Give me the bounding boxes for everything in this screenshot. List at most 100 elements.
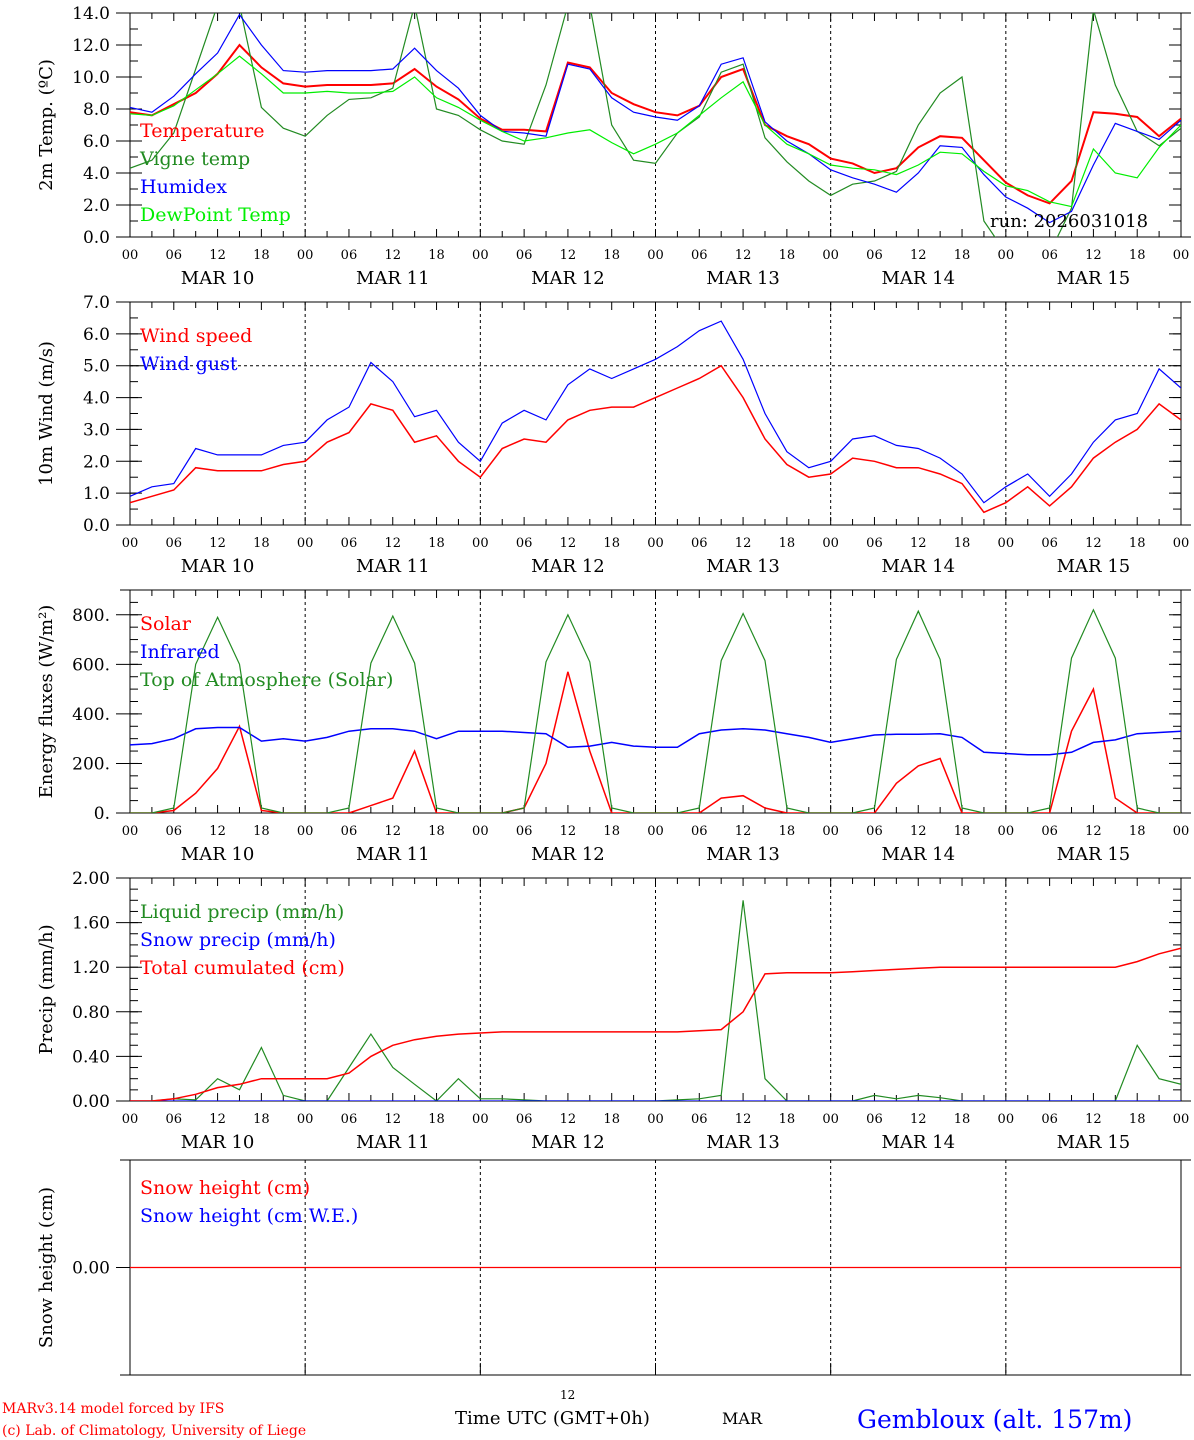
day-label: MAR 15 [1057,556,1131,577]
run-label: run: 2026031018 [990,211,1148,232]
series-group [130,13,1181,237]
y-tick-label: 5.0 [83,357,110,377]
y-tick-label: 0.00 [72,1092,110,1112]
panel-3: 00 06 12 18 00 06 12 18 00 06 12 18 00 06 12 18 00 06 12 18… [36,589,1191,865]
x-tick-label: 06 [341,248,358,263]
y-axis-label: Energy fluxes (W/m²) [36,605,57,799]
x-tick-label: 00 [297,248,314,263]
x-tick-label: 18 [428,824,445,839]
x-tick-label: 00 [297,1112,314,1127]
x-tick-label: 18 [603,248,620,263]
x-tick-label: 06 [516,248,533,263]
footer-model-line: MARv3.14 model forced by IFS [2,1401,224,1417]
day-label: MAR 15 [1057,1132,1131,1153]
x-tick-label: 12 [560,248,577,263]
legend-entry: Infrared [140,641,220,663]
legend-entry: Snow height (cm) [140,1177,310,1199]
panel-4: 00 06 12 18 00 06 12 18 00 06 12 18 00 06 12 18 00 06 12 18… [36,869,1191,1153]
x-tick-label: 06 [691,824,708,839]
x-tick-label: 06 [691,536,708,551]
x-tick-label: 00 [647,1112,664,1127]
x-tick-label: 12 [560,536,577,551]
y-tick-label: 0. [94,804,110,824]
x-tick-label: 12 [560,1112,577,1127]
x-tick-label: 18 [1129,824,1146,839]
x-tick-label: 00 [822,1112,839,1127]
x-tick-label: 18 [253,536,270,551]
x-tick-label: 18 [603,1112,620,1127]
panel-5: 0.00 Snow height (cm) Snow height (cm) Snow… [36,1159,1191,1376]
x-tick-label: 18 [954,824,971,839]
day-label: MAR 10 [181,1132,255,1153]
legend-entry: DewPoint Temp [140,204,291,226]
legend-entry: Humidex [140,176,227,198]
y-tick-label: 8.0 [83,100,110,120]
x-tick-label: 12 [735,536,752,551]
x-tick-label: 18 [779,248,796,263]
x-tick-label: 06 [691,248,708,263]
x-tick-label: 06 [516,1112,533,1127]
x-tick-label: 00 [122,824,139,839]
x-tick-label: 06 [341,1112,358,1127]
x-tick-label: 06 [1041,824,1058,839]
time-axis-label: Time UTC (GMT+0h) [455,1408,650,1429]
x-tick-label: 00 [1173,536,1190,551]
day-label: MAR 11 [356,844,430,865]
x-tick-label: 18 [954,536,971,551]
x-tick-label: 18 [779,824,796,839]
x-tick-label: 06 [166,1112,183,1127]
y-tick-label: 4.0 [83,164,110,184]
series-line-dewpoint-temp [130,55,1181,208]
x-tick-label: 18 [253,248,270,263]
x-tick-label: 12 [1085,824,1102,839]
y-tick-label: 2.0 [83,452,110,472]
legend-entry: Wind speed [140,325,252,347]
x-tick-label: 18 [779,536,796,551]
x-tick-label: 06 [866,248,883,263]
legend-entry: Temperature [140,120,264,142]
day-label: MAR 14 [881,844,955,865]
x-tick-label: 00 [822,824,839,839]
y-tick-label: 7.0 [83,293,110,313]
y-tick-label: 1.60 [72,914,110,934]
x-tick-label: 06 [1041,536,1058,551]
x-tick-label: 12 [1085,1112,1102,1127]
series-line-temperature [130,43,1181,205]
x-tick-label: 12 [735,1112,752,1127]
x-tick-label: 06 [691,1112,708,1127]
x-tick-label: 00 [822,248,839,263]
y-tick-label: 1.0 [83,484,110,504]
day-label: MAR 13 [706,556,780,577]
day-label: MAR 14 [881,1132,955,1153]
day-label: MAR 11 [356,556,430,577]
day-label: MAR 14 [881,556,955,577]
x-tick-label: 12 [560,824,577,839]
x-tick-label: 18 [1129,1112,1146,1127]
day-label: MAR 15 [1057,268,1131,289]
day-label: MAR 13 [706,268,780,289]
day-label: MAR 13 [706,844,780,865]
y-tick-label: 2.00 [72,869,110,889]
x-tick-label: 12 [1085,536,1102,551]
x-tick-label: 18 [428,1112,445,1127]
series-line-infrared [130,726,1181,756]
x-tick-label: 18 [954,248,971,263]
y-tick-label: 400. [72,705,110,725]
series-group [130,320,1181,514]
legend-entry: Vigne temp [139,148,250,170]
y-tick-label: 1.20 [72,958,110,978]
x-tick-label: 12 [910,1112,927,1127]
y-tick-label: 6.0 [83,132,110,152]
x-tick-label: 06 [866,824,883,839]
x-tick-label: 18 [253,1112,270,1127]
y-tick-label: 12.0 [72,36,110,56]
y-tick-label: 2.0 [83,196,110,216]
x-tick-label: 06 [866,1112,883,1127]
x-tick-label: 00 [472,248,489,263]
x-tick-label: 00 [647,248,664,263]
x-tick-label: 06 [166,248,183,263]
x-tick-label: 06 [516,536,533,551]
x-tick-label: 00 [297,824,314,839]
x-tick-label: 18 [603,824,620,839]
x-tick-label: 18 [779,1112,796,1127]
